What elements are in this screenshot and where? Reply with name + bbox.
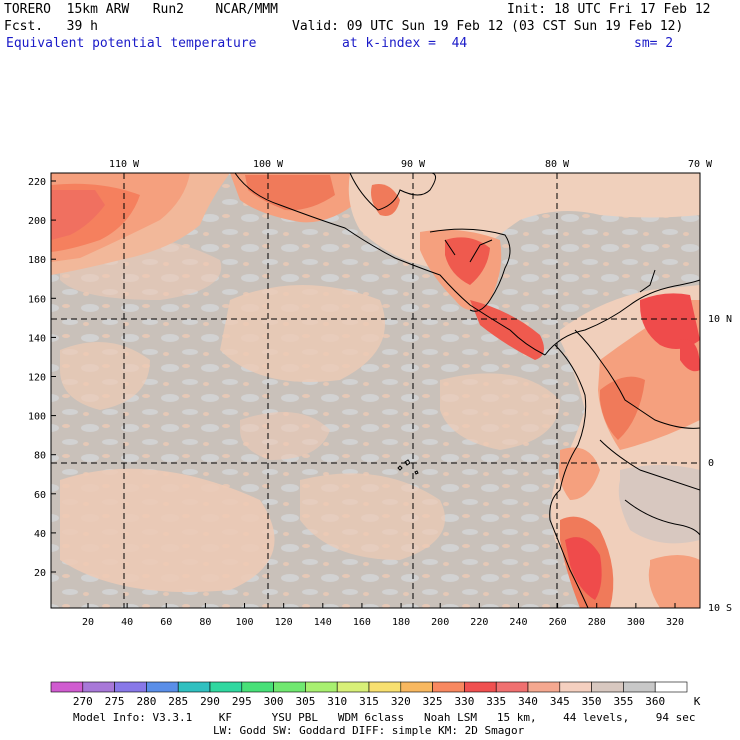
physics-info: LW: Godd SW: Goddard DIFF: simple KM: 2D… <box>213 724 525 737</box>
colorbar-swatch <box>305 681 338 693</box>
colorbar-unit: K <box>694 695 701 708</box>
x-tick-label: 300 <box>627 617 645 628</box>
colorbar-label: 350 <box>582 695 602 708</box>
init-time: Init: 18 UTC Fri 17 Feb 12 <box>507 2 711 17</box>
x-tick-label: 140 <box>314 617 332 628</box>
x-tick-label: 120 <box>275 617 293 628</box>
x-tick-label: 260 <box>549 617 567 628</box>
lon-label: 70 W <box>688 159 713 170</box>
colorbar-swatch <box>50 681 84 693</box>
colorbar-label: 275 <box>105 695 125 708</box>
x-tick-label: 240 <box>509 617 527 628</box>
colorbar-swatch <box>559 681 592 693</box>
colorbar-label: 280 <box>136 695 156 708</box>
colorbar-label: 300 <box>264 695 284 708</box>
y-tick-label: 180 <box>28 255 46 266</box>
colorbar-swatch <box>400 681 433 693</box>
colorbar-label: 340 <box>518 695 538 708</box>
colorbar-swatch <box>495 681 529 693</box>
x-tick-label: 220 <box>470 617 488 628</box>
colorbar-label: 305 <box>295 695 315 708</box>
colorbar-label: 360 <box>645 695 665 708</box>
colorbar-swatch <box>177 681 211 693</box>
graticule <box>51 173 700 608</box>
x-tick-label: 80 <box>199 617 211 628</box>
colorbar-swatch <box>241 681 274 693</box>
colorbar-label: 335 <box>486 695 506 708</box>
lon-label: 110 W <box>109 159 140 170</box>
x-tick-label: 20 <box>82 617 94 628</box>
colorbar-label: 270 <box>73 695 93 708</box>
colorbar-label: 345 <box>550 695 570 708</box>
colorbar-swatch <box>209 681 243 693</box>
y-tick-label: 60 <box>34 490 46 501</box>
smoothing-info: sm= 2 <box>634 36 674 51</box>
lat-label: 10 S <box>708 603 732 614</box>
y-tick-label: 40 <box>34 529 46 540</box>
level-info: at k-index = 44 <box>342 36 468 51</box>
colorbar-swatch <box>464 681 497 693</box>
y-tick-label: 160 <box>28 294 46 305</box>
colorbar-swatch <box>623 681 656 693</box>
colorbar-label: 285 <box>168 695 188 708</box>
colorbar-label: 330 <box>454 695 474 708</box>
x-tick-label: 160 <box>353 617 371 628</box>
colorbar-swatch <box>114 681 147 693</box>
y-tick-label: 220 <box>28 177 46 188</box>
colorbar-swatch <box>82 681 115 693</box>
x-axis-ticks: 20 40 60 80 100 120 140 160 180 200 220 240 260 280 30… <box>82 603 684 628</box>
x-tick-label: 40 <box>121 617 133 628</box>
y-axis-ticks: 220 200 180 160 140 120 100 80 60 40 20 <box>28 177 56 579</box>
y-tick-label: 200 <box>28 216 46 227</box>
colorbar-label: 320 <box>391 695 411 708</box>
colorbar-swatch <box>527 681 561 693</box>
x-tick-label: 60 <box>160 617 172 628</box>
model-info: Model Info: V3.3.1 KF YSU PBL WDM 6class… <box>73 711 696 724</box>
x-tick-label: 200 <box>431 617 449 628</box>
colorbar-swatch <box>432 681 465 693</box>
colorbar-swatch <box>273 681 306 693</box>
y-tick-label: 100 <box>28 412 46 423</box>
y-tick-label: 140 <box>28 333 46 344</box>
map-frame <box>50 172 701 609</box>
forecast-hour: Fcst. 39 h <box>4 19 98 34</box>
colorbar-swatch <box>654 681 688 693</box>
equivalent-potential-temperature-field <box>51 173 700 608</box>
x-tick-label: 320 <box>666 617 684 628</box>
lat-label: 0 <box>708 458 714 469</box>
field-name: Equivalent potential temperature <box>6 36 257 51</box>
colorbar-label: 290 <box>200 695 220 708</box>
x-tick-label: 280 <box>588 617 606 628</box>
colorbar-label: 310 <box>327 695 347 708</box>
x-tick-label: 100 <box>236 617 254 628</box>
y-tick-label: 120 <box>28 373 46 384</box>
y-tick-label: 80 <box>34 451 46 462</box>
y-tick-label: 20 <box>34 568 46 579</box>
colorbar-swatch <box>368 681 402 693</box>
lon-label: 80 W <box>545 159 570 170</box>
colorbar-swatch <box>146 681 179 693</box>
coastlines <box>234 173 700 608</box>
colorbar-label: 355 <box>613 695 633 708</box>
colorbar-label: 295 <box>232 695 252 708</box>
model-title: TORERO 15km ARW Run2 NCAR/MMM <box>4 2 278 17</box>
lat-label: 10 N <box>708 314 732 325</box>
colorbar-swatch <box>336 681 370 693</box>
valid-time: Valid: 09 UTC Sun 19 Feb 12 (03 CST Sun … <box>292 19 684 34</box>
colorbar: 270 275 280 285 290 295 300 305 310 315 320 325 330 3… <box>50 681 701 708</box>
lon-label: 90 W <box>401 159 426 170</box>
x-tick-label: 180 <box>392 617 410 628</box>
colorbar-label: 325 <box>423 695 443 708</box>
colorbar-label: 315 <box>359 695 379 708</box>
lon-label: 100 W <box>253 159 284 170</box>
colorbar-swatch <box>591 681 624 693</box>
